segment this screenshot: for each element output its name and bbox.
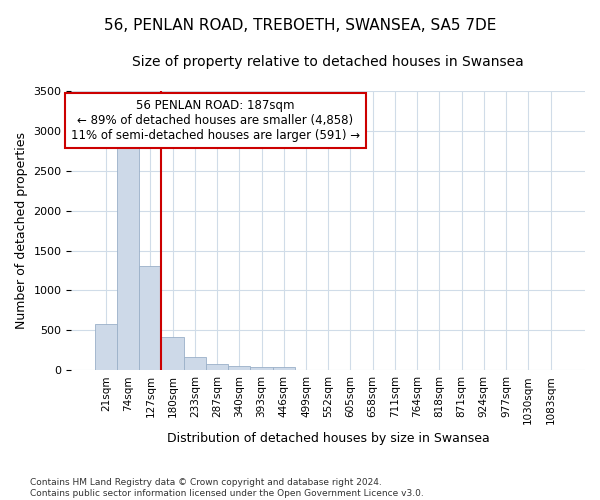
Bar bbox=[184, 356, 206, 370]
Text: Contains HM Land Registry data © Crown copyright and database right 2024.
Contai: Contains HM Land Registry data © Crown c… bbox=[30, 478, 424, 498]
Bar bbox=[228, 366, 250, 370]
Bar bbox=[272, 367, 295, 370]
Bar bbox=[161, 336, 184, 370]
Bar bbox=[95, 324, 117, 370]
Text: 56, PENLAN ROAD, TREBOETH, SWANSEA, SA5 7DE: 56, PENLAN ROAD, TREBOETH, SWANSEA, SA5 … bbox=[104, 18, 496, 32]
Y-axis label: Number of detached properties: Number of detached properties bbox=[15, 132, 28, 329]
Bar bbox=[250, 366, 272, 370]
X-axis label: Distribution of detached houses by size in Swansea: Distribution of detached houses by size … bbox=[167, 432, 490, 445]
Text: 56 PENLAN ROAD: 187sqm
← 89% of detached houses are smaller (4,858)
11% of semi-: 56 PENLAN ROAD: 187sqm ← 89% of detached… bbox=[71, 100, 360, 142]
Bar bbox=[206, 364, 228, 370]
Bar bbox=[139, 266, 161, 370]
Title: Size of property relative to detached houses in Swansea: Size of property relative to detached ho… bbox=[133, 55, 524, 69]
Bar bbox=[117, 139, 139, 370]
